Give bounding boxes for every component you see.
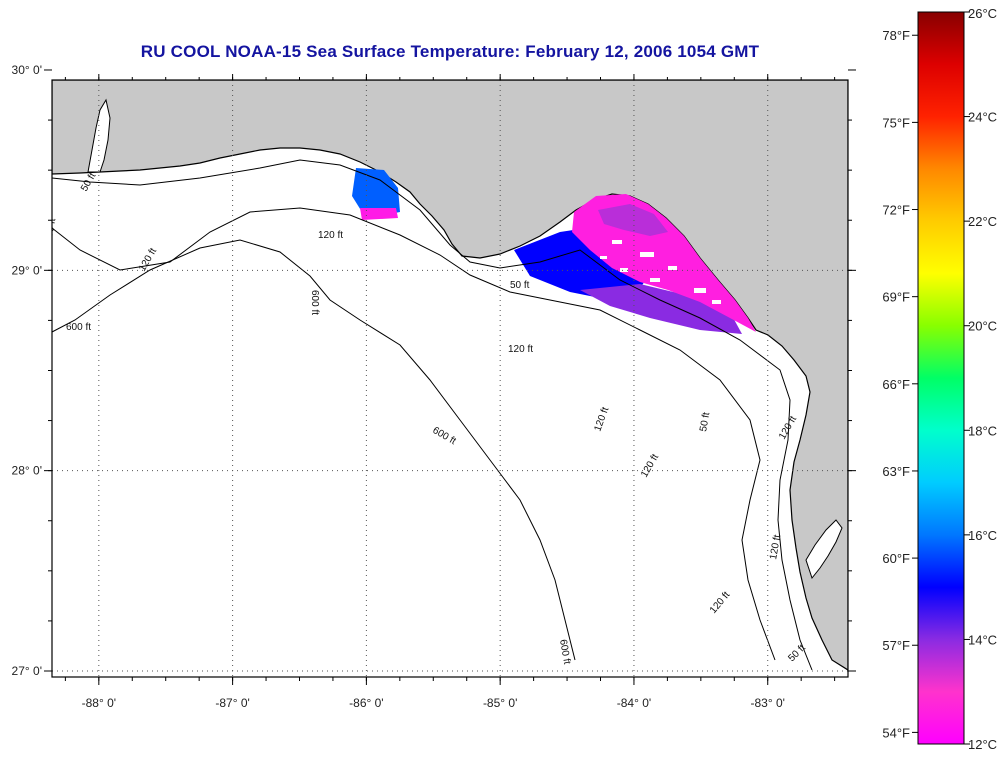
contour-label: 50 ft xyxy=(698,411,712,432)
chart-title: RU COOL NOAA-15 Sea Surface Temperature:… xyxy=(140,42,760,61)
colorbar-ticks: 26°C 24°C 22°C 20°C 18°C 16°C 14°C 12°C 78°F 75°F… xyxy=(882,6,997,752)
depth-contours xyxy=(52,159,813,671)
cb-label-f: 54°F xyxy=(882,725,910,740)
land-mass xyxy=(52,80,848,671)
sst-patch-apalachicola-near xyxy=(360,208,398,220)
x-tick-label: -84° 0' xyxy=(617,696,651,710)
contour-label: 50 ft xyxy=(44,217,58,238)
sst-patch-apalachee-central xyxy=(580,284,742,334)
cb-label-f: 63°F xyxy=(882,464,910,479)
axes: -88° 0' -87° 0' -86° 0' -85° 0' -84° 0' -83° … xyxy=(12,63,856,710)
x-tick-label: -88° 0' xyxy=(82,696,116,710)
cb-label-c: 14°C xyxy=(968,632,997,647)
contour-label: 50 ft xyxy=(510,280,530,291)
x-tick-label: -87° 0' xyxy=(215,696,249,710)
cb-label-c: 20°C xyxy=(968,319,997,334)
sst-patch-big-bend-core xyxy=(598,204,668,236)
y-tick-label: 28° 0' xyxy=(12,464,42,478)
contour-label: 600 ft xyxy=(309,290,320,315)
contour-label: 600 ft xyxy=(66,322,91,333)
colorbar-gradient xyxy=(917,11,965,745)
contour-label: 600 ft xyxy=(557,639,572,666)
colorbar: 26°C 24°C 22°C 20°C 18°C 16°C 14°C 12°C 78°F 75°F… xyxy=(882,6,997,752)
cb-label-f: 60°F xyxy=(882,551,910,566)
contour-120ft xyxy=(52,207,776,661)
cb-label-f: 78°F xyxy=(882,28,910,43)
cb-label-f: 66°F xyxy=(882,377,910,392)
cb-label-f: 72°F xyxy=(882,203,910,218)
contour-label: 120 ft xyxy=(768,534,783,561)
plot-frame xyxy=(51,79,849,678)
sst-patch-big-bend xyxy=(572,194,756,332)
sst-patch-apalachicola xyxy=(352,168,400,216)
cb-label-c: 16°C xyxy=(968,528,997,543)
cb-label-c: 12°C xyxy=(968,737,997,752)
cb-label-c: 22°C xyxy=(968,214,997,229)
x-tick-label: -85° 0' xyxy=(483,696,517,710)
cb-label-f: 57°F xyxy=(882,638,910,653)
contour-label: 120 ft xyxy=(318,230,343,241)
contour-label: 120 ft xyxy=(508,344,533,355)
y-tick-label: 29° 0' xyxy=(12,263,42,277)
sst-layer xyxy=(352,168,756,334)
cb-label-f: 69°F xyxy=(882,290,910,305)
contour-50ft xyxy=(52,159,813,671)
y-tick-label: 30° 0' xyxy=(12,63,42,77)
tampa-bay xyxy=(805,519,843,580)
cb-label-c: 18°C xyxy=(968,423,997,438)
cb-label-f: 75°F xyxy=(882,115,910,130)
cb-label-c: 26°C xyxy=(968,6,997,21)
contour-600ft xyxy=(52,239,576,661)
no-data-speckles xyxy=(600,240,721,304)
y-tick-label: 27° 0' xyxy=(12,664,42,678)
x-tick-label: -83° 0' xyxy=(751,696,785,710)
cb-label-c: 24°C xyxy=(968,110,997,125)
x-tick-label: -86° 0' xyxy=(349,696,383,710)
